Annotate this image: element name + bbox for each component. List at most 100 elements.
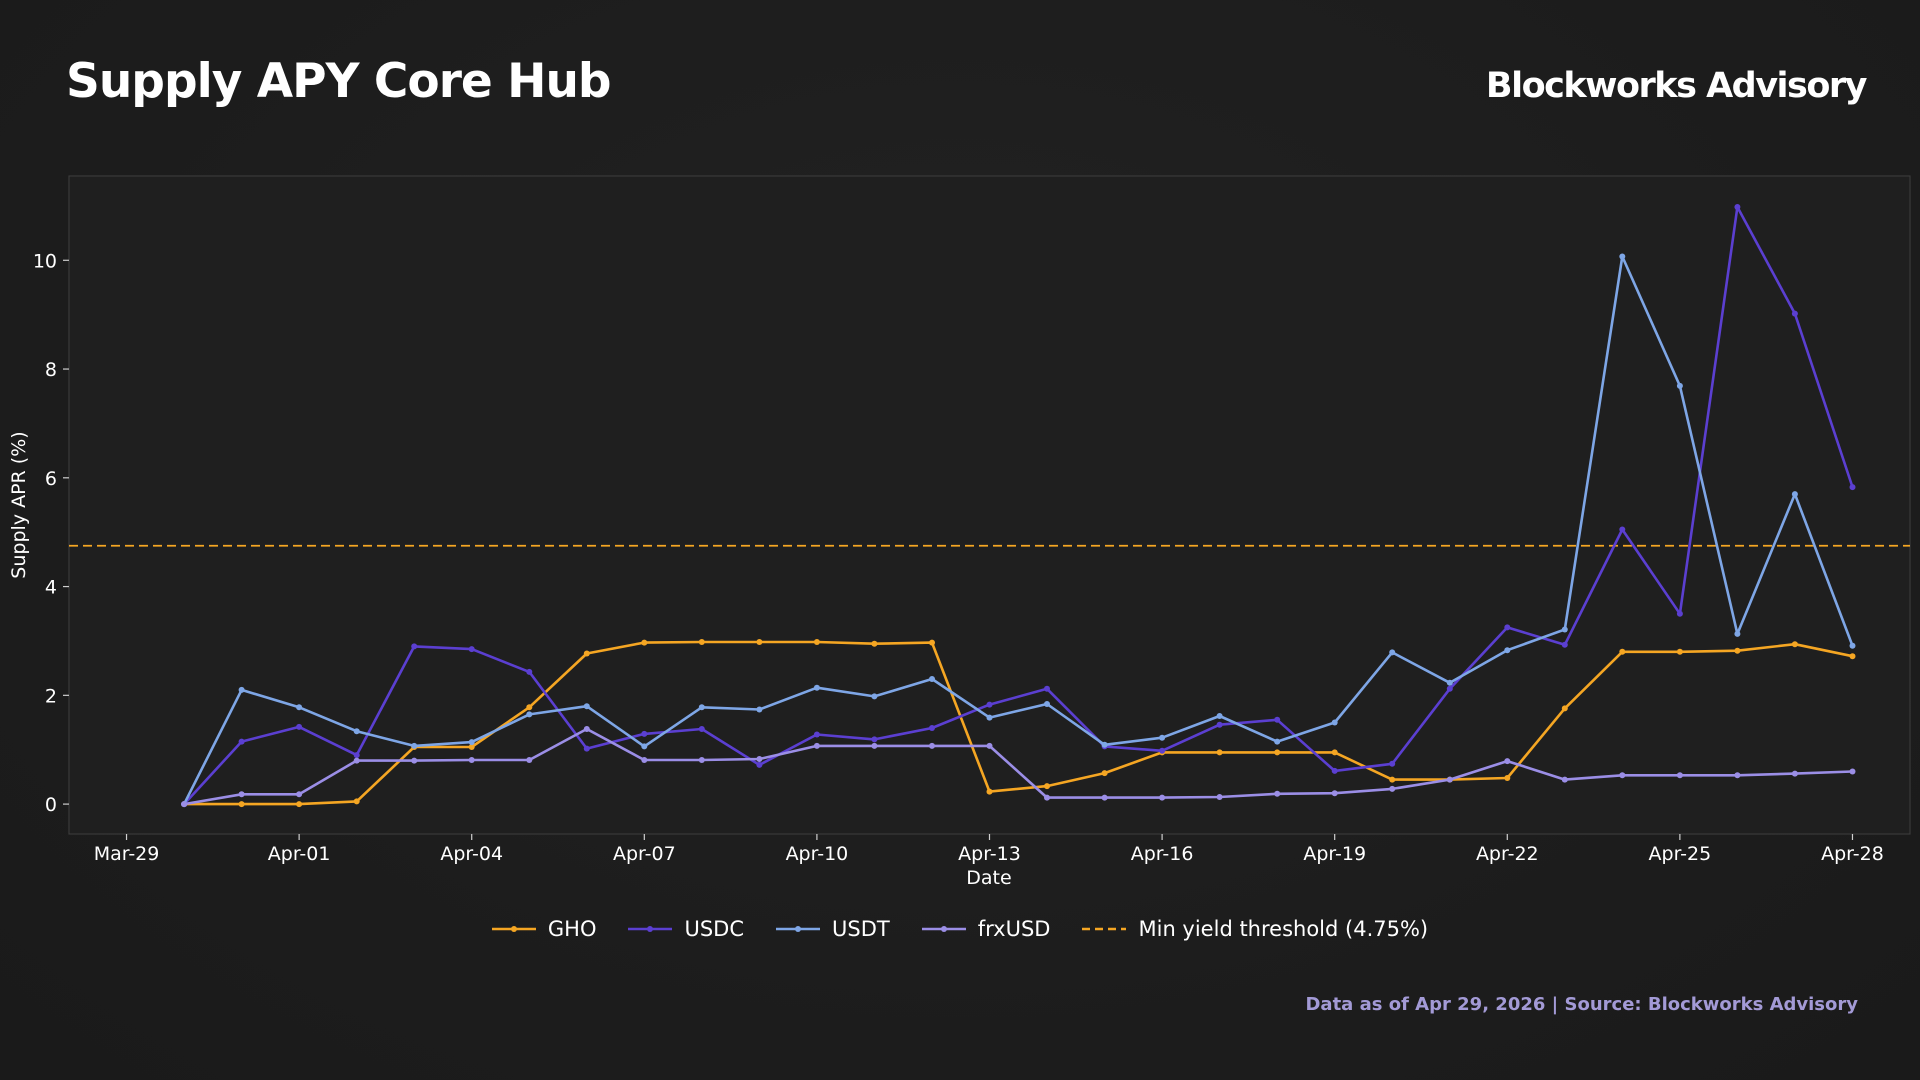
data-point-frxusd xyxy=(468,757,475,763)
x-tick-label: Apr-04 xyxy=(440,843,503,865)
data-point-gho xyxy=(986,788,993,795)
y-tick-label: 6 xyxy=(45,468,57,490)
data-point-usdc xyxy=(1676,610,1683,617)
data-point-gho xyxy=(1676,648,1683,655)
data-point-usdc xyxy=(1791,310,1798,317)
data-point-usdc xyxy=(698,726,705,732)
data-point-usdc xyxy=(468,646,475,653)
data-point-usdt xyxy=(641,743,648,750)
data-point-usdt xyxy=(1216,713,1223,719)
data-point-usdc xyxy=(1159,747,1166,754)
data-point-usdt xyxy=(296,704,303,711)
data-point-gho xyxy=(1216,749,1223,756)
legend-item: USDT xyxy=(776,917,890,941)
data-point-usdt xyxy=(986,714,993,721)
data-point-gho xyxy=(1619,648,1626,655)
series-layer xyxy=(181,204,1856,808)
data-point-usdc xyxy=(583,745,590,752)
y-tick-label: 0 xyxy=(45,794,57,816)
data-point-frxusd xyxy=(871,742,878,749)
data-point-frxusd xyxy=(698,757,705,763)
data-point-usdt xyxy=(1159,734,1166,741)
data-point-gho xyxy=(813,639,820,645)
data-point-usdt xyxy=(411,742,418,749)
data-point-frxusd xyxy=(929,742,935,749)
data-point-gho xyxy=(1561,705,1568,712)
y-tick-label: 10 xyxy=(33,250,57,272)
data-point-usdt xyxy=(756,706,763,713)
data-point-usdt xyxy=(698,704,705,711)
legend-swatch xyxy=(921,926,966,932)
data-point-usdc xyxy=(1849,484,1856,491)
data-point-usdt xyxy=(1561,626,1568,633)
y-tick-label: 2 xyxy=(45,685,57,707)
plot-area xyxy=(68,175,1911,835)
data-point-frxusd xyxy=(1216,794,1223,800)
y-axis: 0 2 4 6 8 10 xyxy=(33,250,69,816)
data-point-usdc xyxy=(1619,526,1626,533)
data-point-usdt xyxy=(1849,642,1856,649)
x-tick-label: Apr-22 xyxy=(1476,843,1539,865)
x-axis: Mar-29 Apr-01 Apr-04 Apr-07 Apr-10 Apr-13 Apr-… xyxy=(94,834,1884,865)
data-point-frxusd xyxy=(1044,794,1050,801)
data-point-usdc xyxy=(871,736,878,743)
data-point-usdc xyxy=(756,761,763,768)
data-point-usdc xyxy=(813,731,820,738)
data-point-usdt xyxy=(1044,701,1050,707)
data-point-gho xyxy=(296,801,303,808)
data-point-usdc xyxy=(1446,685,1453,692)
data-point-gho xyxy=(698,639,705,645)
data-point-usdt xyxy=(813,684,820,691)
data-point-usdt xyxy=(238,686,245,693)
x-tick-label: Apr-19 xyxy=(1303,843,1366,865)
data-point-frxusd xyxy=(1619,772,1626,779)
x-tick-label: Apr-10 xyxy=(786,843,849,865)
legend-label: USDT xyxy=(832,917,890,941)
data-point-usdt xyxy=(1734,630,1741,637)
data-point-usdc xyxy=(1734,204,1741,210)
data-point-frxusd xyxy=(1101,794,1108,801)
x-tick-label: Mar-29 xyxy=(94,843,160,865)
legend-item: GHO xyxy=(491,917,596,941)
data-point-frxusd xyxy=(1849,768,1856,775)
chart-legend: GHO USDC USDT frxUSD Min yield threshold (4.… xyxy=(0,914,1920,944)
y-tick-label: 4 xyxy=(45,577,57,599)
data-point-gho xyxy=(1044,783,1050,790)
data-point-usdc xyxy=(929,725,935,731)
data-point-frxusd xyxy=(1389,785,1396,792)
series-line-usdc xyxy=(183,205,1854,805)
legend-item: USDC xyxy=(628,917,744,941)
data-point-frxusd xyxy=(526,757,533,763)
data-point-usdc xyxy=(353,752,360,759)
data-point-gho xyxy=(1274,749,1281,756)
data-point-usdt xyxy=(1791,491,1798,498)
data-point-usdt xyxy=(353,728,360,735)
legend-swatch xyxy=(628,926,673,932)
legend-item: frxUSD xyxy=(921,917,1050,941)
data-point-frxusd xyxy=(411,757,418,764)
x-axis-label: Date xyxy=(966,867,1011,889)
data-point-usdt xyxy=(1101,741,1108,748)
brand-logo-text: Blockworks Advisory xyxy=(1485,66,1868,106)
data-point-usdt xyxy=(1389,649,1396,656)
legend-swatch xyxy=(1082,927,1127,931)
data-point-usdc xyxy=(1274,716,1281,723)
data-point-frxusd xyxy=(756,756,763,762)
data-point-frxusd xyxy=(1734,772,1741,779)
data-point-usdc xyxy=(641,730,648,737)
data-point-gho xyxy=(871,640,878,647)
data-point-usdc xyxy=(1389,760,1396,767)
data-point-usdc xyxy=(1331,767,1338,774)
data-point-usdc xyxy=(296,723,303,730)
data-point-gho xyxy=(526,704,533,711)
data-point-usdc xyxy=(1044,685,1050,692)
data-point-frxusd xyxy=(1274,790,1281,797)
y-tick-label: 8 xyxy=(45,359,57,381)
data-point-frxusd xyxy=(641,757,648,763)
data-point-gho xyxy=(929,639,935,646)
x-tick-label: Apr-28 xyxy=(1821,843,1884,865)
data-point-usdt xyxy=(1446,679,1453,686)
data-point-frxusd xyxy=(583,726,590,732)
data-point-gho xyxy=(583,650,590,657)
